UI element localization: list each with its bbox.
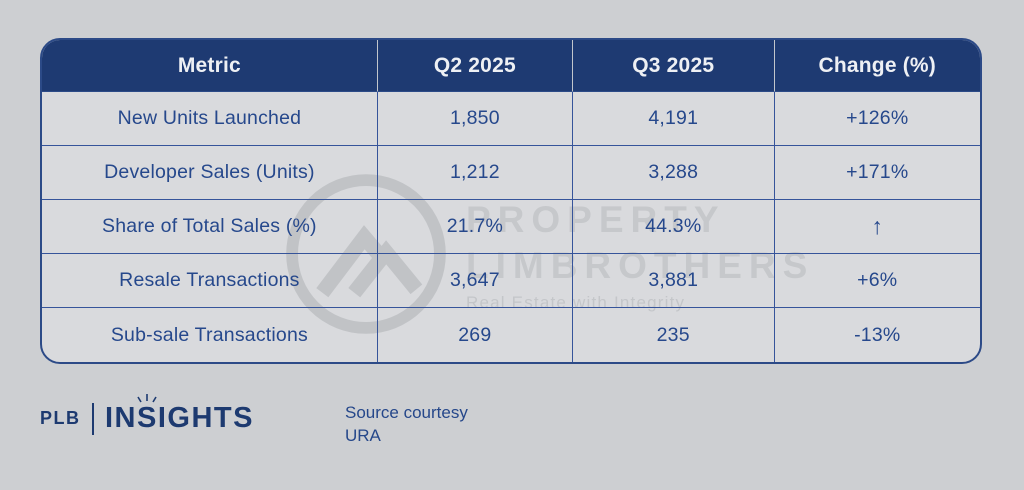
change-cell: +126%: [774, 92, 980, 146]
change-cell: +6%: [774, 254, 980, 308]
insights-bulb-s: S: [137, 402, 158, 434]
source-line2: URA: [345, 426, 381, 446]
column-header-metric: Metric: [42, 40, 378, 92]
q3-value-cell: 4,191: [572, 92, 775, 146]
source-attribution: Source courtesy URA: [345, 401, 468, 448]
change-cell: +171%: [774, 146, 980, 200]
change-cell: -13%: [854, 323, 901, 346]
q2-value-cell: 269: [378, 308, 573, 362]
lightbulb-rays-icon: [137, 394, 158, 403]
q2-value-cell: 21.7%: [377, 200, 573, 254]
metric-cell: Share of Total Sales (%): [42, 200, 378, 254]
metric-cell: Resale Transactions: [42, 254, 378, 308]
insights-text-post: IGHTS: [157, 402, 254, 434]
q3-value-cell: 44.3%: [572, 200, 775, 254]
column-header-change: Change (%): [774, 40, 980, 92]
metric-cell: New Units Launched: [42, 92, 378, 146]
q3-value-cell: 3,288: [572, 146, 775, 200]
q3-value-cell: 3,881: [572, 254, 775, 308]
q2-value-cell: 1,212: [377, 146, 573, 200]
column-header-q3-2025: Q3 2025: [572, 40, 775, 92]
change-cell-up-arrow-icon: ↑: [774, 200, 980, 254]
brand-plb-label: PLB: [40, 408, 81, 428]
brand-insights-label: IN S IGHTS: [105, 394, 254, 435]
insights-text-pre: IN: [105, 402, 137, 434]
q2-value-cell: 1,850: [377, 92, 573, 146]
metric-cell: Sub-sale Transactions: [42, 308, 378, 362]
table-grid: Metric Q2 2025 Q3 2025 Change (%) New Un…: [42, 40, 980, 362]
column-header-q2-2025: Q2 2025: [377, 40, 573, 92]
source-line1: Source courtesy: [345, 403, 468, 422]
brand-divider: [91, 402, 94, 435]
plb-insights-logo: PLB IN S IGHTS: [40, 394, 254, 435]
metric-cell: Developer Sales (Units): [42, 146, 378, 200]
q3-value-cell: 235: [573, 308, 775, 362]
quarterly-comparison-table: PROPERTY LIMBROTHERS Real Estate with In…: [40, 38, 982, 364]
insights-bulb-letter: S: [137, 394, 158, 435]
q2-value-cell: 3,647: [377, 254, 573, 308]
